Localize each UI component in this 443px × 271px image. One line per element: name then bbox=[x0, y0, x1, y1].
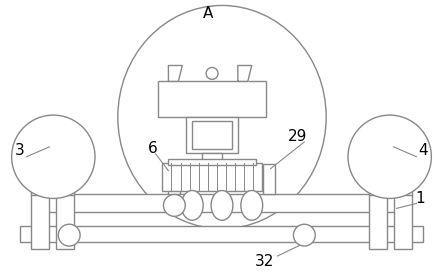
Text: A: A bbox=[203, 7, 213, 21]
Polygon shape bbox=[238, 66, 252, 81]
Bar bbox=[36, 195, 407, 212]
Text: 32: 32 bbox=[255, 254, 274, 269]
Bar bbox=[31, 195, 49, 249]
Ellipse shape bbox=[118, 5, 326, 229]
Text: 1: 1 bbox=[416, 191, 425, 206]
Text: 3: 3 bbox=[15, 143, 24, 158]
Bar bbox=[159, 81, 266, 117]
Bar bbox=[168, 159, 256, 165]
Circle shape bbox=[206, 67, 218, 79]
Circle shape bbox=[58, 224, 80, 246]
Ellipse shape bbox=[241, 191, 263, 220]
Bar bbox=[186, 117, 238, 153]
Bar bbox=[394, 195, 412, 249]
Circle shape bbox=[293, 224, 315, 246]
Ellipse shape bbox=[211, 191, 233, 220]
Ellipse shape bbox=[181, 191, 203, 220]
Text: 4: 4 bbox=[419, 143, 428, 158]
Bar bbox=[192, 121, 232, 149]
Bar bbox=[263, 164, 275, 195]
Bar bbox=[31, 182, 74, 195]
Bar bbox=[56, 195, 74, 249]
Text: 29: 29 bbox=[288, 130, 307, 144]
Bar bbox=[369, 195, 387, 249]
Bar bbox=[163, 163, 262, 191]
Circle shape bbox=[12, 115, 95, 198]
Text: 6: 6 bbox=[148, 141, 157, 156]
Bar bbox=[202, 153, 222, 163]
Polygon shape bbox=[168, 66, 183, 81]
Circle shape bbox=[163, 195, 185, 216]
Bar bbox=[168, 164, 180, 195]
Circle shape bbox=[348, 115, 431, 198]
Bar bbox=[369, 182, 412, 195]
Bar bbox=[19, 226, 424, 242]
